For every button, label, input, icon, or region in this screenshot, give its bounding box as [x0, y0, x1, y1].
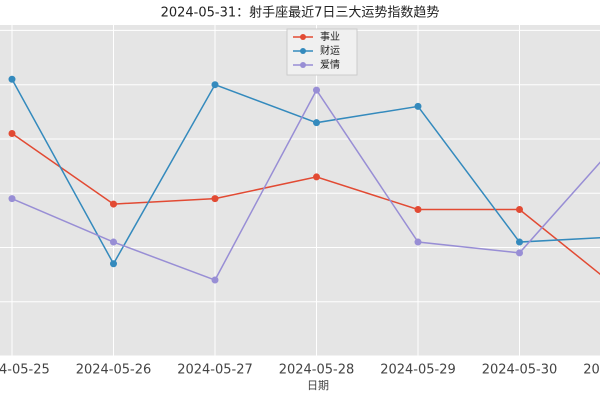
- legend-label: 财运: [320, 44, 340, 57]
- point: [516, 205, 523, 213]
- point: [8, 130, 16, 138]
- point: [211, 276, 219, 284]
- x-tick-label: 2024-05-26: [76, 363, 152, 378]
- x-tick-label: 2024-05-31: [583, 363, 600, 378]
- point: [110, 238, 117, 246]
- legend-marker: [300, 62, 306, 68]
- point: [313, 119, 320, 127]
- point: [414, 102, 422, 110]
- point: [313, 173, 320, 181]
- point: [516, 238, 523, 246]
- point: [211, 195, 219, 203]
- point: [414, 238, 422, 246]
- chart-title: 2024-05-31：射手座最近7日三大运势指数趋势: [161, 5, 440, 21]
- x-tick-label: 2024-05-27: [177, 363, 253, 378]
- point: [516, 249, 523, 257]
- point: [8, 75, 16, 83]
- legend-label: 爱情: [320, 58, 340, 71]
- x-tick-label: 2024-05-25: [0, 363, 50, 378]
- point: [211, 81, 219, 89]
- legend-marker: [300, 34, 306, 40]
- legend-box: [286, 28, 358, 76]
- x-tick-label: 2024-05-29: [380, 363, 456, 378]
- point: [313, 86, 320, 94]
- plot-area: [0, 25, 600, 356]
- legend-label: 事业: [320, 30, 340, 43]
- point: [8, 195, 16, 203]
- point: [110, 200, 117, 208]
- point: [110, 260, 117, 268]
- x-tick-label: 2024-05-28: [279, 363, 355, 378]
- legend-marker: [300, 48, 306, 54]
- x-axis-label: 日期: [307, 379, 329, 392]
- point: [414, 205, 422, 213]
- x-tick-label: 2024-05-30: [482, 363, 558, 378]
